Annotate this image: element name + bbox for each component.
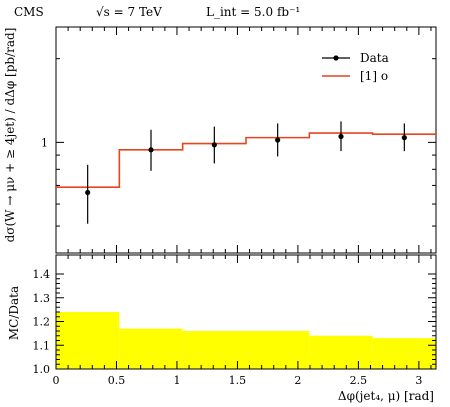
lumi-label: L_int = 5.0 fb⁻¹ [206, 5, 300, 19]
xtick-label: 2.5 [350, 374, 368, 387]
main-ylabel: dσ(W → μν + ≥ 4jet) / dΔφ [pb/rad] [3, 28, 17, 243]
data-point [148, 147, 154, 153]
ratio-panel: 1.0 1.1 1.2 1.3 1.4 0 0.5 1 1.5 2 2.5 3 [33, 27, 437, 387]
xtick-label: 3 [415, 374, 422, 387]
ratio-band-bin [182, 331, 246, 369]
xtick-label: 1 [173, 374, 180, 387]
mc-step-line [56, 132, 436, 188]
main-frame [55, 26, 437, 254]
legend-mc-label: [1] o [360, 69, 388, 83]
xlabel: Δφ(jet₄, μ) [rad] [338, 389, 434, 403]
legend-data-marker [333, 55, 339, 61]
ratio-band-bin [309, 335, 373, 369]
ratio-ylabel: MC/Data [7, 286, 21, 340]
ratio-band-bin [56, 312, 120, 369]
ratio-band-bin [119, 328, 183, 369]
ratio-ytick-label: 1.3 [33, 292, 51, 305]
ratio-ytick-label: 1.4 [33, 268, 51, 281]
xtick-label: 2 [294, 374, 301, 387]
ratio-ytick-label: 1.2 [33, 316, 51, 329]
xtick-label: 0.5 [108, 374, 126, 387]
data-point [401, 135, 407, 141]
main-ytick-label: 1 [41, 136, 48, 149]
energy-label: √s = 7 TeV [96, 5, 162, 19]
xtick-label: 0 [53, 374, 60, 387]
ratio-band-bin [372, 338, 436, 369]
data-point [338, 133, 344, 140]
ratio-band-bin [246, 331, 310, 369]
data-point [85, 189, 91, 196]
ratio-ytick-label: 1.1 [33, 339, 51, 352]
legend-data-label: Data [360, 51, 389, 65]
xtick-label: 1.5 [229, 374, 247, 387]
experiment-label: CMS [14, 5, 44, 19]
ratio-ytick-label: 1.0 [33, 363, 51, 376]
data-point [275, 137, 281, 143]
main-panel: 1 Data [1] o [41, 26, 437, 254]
data-point [211, 142, 217, 148]
